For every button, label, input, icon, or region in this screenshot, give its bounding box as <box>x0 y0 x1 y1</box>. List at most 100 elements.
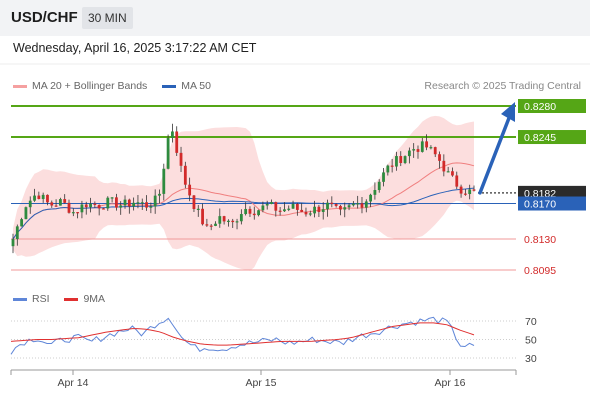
candle-body <box>317 206 321 212</box>
candle-body <box>433 147 437 155</box>
candle-body <box>326 202 329 210</box>
candle-body <box>360 203 364 208</box>
candle-body <box>468 189 472 195</box>
candle-body <box>41 194 45 199</box>
level-label-0.8095: 0.8095 <box>524 265 556 277</box>
candle-body <box>308 213 312 215</box>
candle-body <box>205 224 209 226</box>
candle-body <box>395 156 398 167</box>
candle-body <box>132 202 136 207</box>
candle-body <box>110 197 114 199</box>
candle-body <box>11 239 15 247</box>
candle-body <box>192 195 196 209</box>
x-tick-label: Apr 15 <box>246 377 277 389</box>
rsi-ma-swatch <box>64 297 79 301</box>
candle-body <box>196 208 200 210</box>
candle-body <box>46 194 49 203</box>
candle-body <box>399 156 403 163</box>
candle-body <box>136 202 140 204</box>
candle-body <box>231 220 235 223</box>
candle-body <box>37 195 41 199</box>
date-line: Wednesday, April 16, 2025 3:17:22 AM CET <box>13 41 257 55</box>
candle-body <box>472 189 476 191</box>
candle-body <box>403 156 407 163</box>
candle-body <box>209 225 213 227</box>
rsi-ma-line <box>10 322 475 346</box>
candle-body <box>252 213 256 216</box>
x-axis: Apr 14 Apr 15 Apr 16 <box>10 369 517 389</box>
candle-body <box>369 194 372 202</box>
candle-body <box>239 214 243 222</box>
candle-body <box>386 165 390 173</box>
ma50-swatch <box>162 84 177 88</box>
candles <box>11 123 476 254</box>
candle-body <box>20 219 24 227</box>
candle-body <box>89 203 92 208</box>
header-bar: USD/CHF 30 MIN <box>0 0 590 36</box>
level-badge-0.8170 <box>518 196 586 211</box>
bollinger-bands <box>13 115 474 271</box>
candle-body <box>80 204 84 213</box>
candle-body <box>390 165 394 167</box>
rsi-line <box>10 316 475 355</box>
candle-body <box>235 221 239 223</box>
candle-body <box>123 199 127 206</box>
candle-body <box>201 208 204 225</box>
ma20-legend-label: MA 20 + Bollinger Bands <box>32 80 148 93</box>
candle-body <box>140 202 144 204</box>
candle-body <box>283 209 286 212</box>
candle-body <box>442 160 446 172</box>
level-label-0.8280: 0.8280 <box>524 101 556 113</box>
candle-body <box>50 202 54 206</box>
candle-body <box>412 149 416 151</box>
level-label-0.8245: 0.8245 <box>524 132 556 144</box>
candle-body <box>451 171 454 176</box>
x-tick-label: Apr 14 <box>58 377 89 389</box>
candle-body <box>265 203 269 206</box>
candle-body <box>149 206 153 208</box>
level-label-0.8170: 0.8170 <box>524 199 556 211</box>
rsi-ma-legend-label: 9MA <box>83 293 106 306</box>
candle-body <box>188 184 192 196</box>
candle-body <box>416 149 420 152</box>
candle-body <box>438 154 441 161</box>
candle-body <box>67 202 71 213</box>
candle-body <box>351 203 355 206</box>
candle-body <box>248 208 252 214</box>
candle-body <box>274 202 278 211</box>
candle-body <box>115 197 118 208</box>
rsi-panel: 70 50 30 <box>10 316 537 365</box>
candle-body <box>356 203 360 205</box>
rsi-tick-label-30: 30 <box>525 353 537 365</box>
candle-body <box>420 141 424 152</box>
candle-body <box>158 193 161 196</box>
candle-body <box>459 186 463 194</box>
candle-body <box>214 223 217 226</box>
ma50-legend-label: MA 50 <box>181 80 211 93</box>
candle-body <box>304 211 308 215</box>
candle-body <box>313 206 316 214</box>
candle-body <box>97 204 101 209</box>
candle-body <box>179 152 183 166</box>
candle-body <box>455 175 459 187</box>
candle-body <box>429 147 433 149</box>
candle-body <box>425 141 429 148</box>
candle-body <box>93 203 97 205</box>
candle-body <box>227 220 230 222</box>
candle-body <box>106 197 110 209</box>
candle-body <box>300 209 304 212</box>
candle-body <box>218 216 222 224</box>
timeframe-button[interactable]: 30 MIN <box>82 7 133 29</box>
candle-body <box>58 199 62 206</box>
candle-body <box>24 207 28 220</box>
candle-body <box>295 203 299 210</box>
ma20-swatch <box>13 84 27 88</box>
rsi-tick-label-50: 50 <box>525 335 537 347</box>
candle-body <box>127 199 131 207</box>
projection-arrow-shaft <box>478 116 511 195</box>
price-legend: MA 20 + Bollinger Bands MA 50 <box>13 80 211 92</box>
candle-body <box>102 208 105 210</box>
rsi-legend: RSI 9MA <box>13 293 105 305</box>
projection-arrow-head <box>501 102 515 122</box>
